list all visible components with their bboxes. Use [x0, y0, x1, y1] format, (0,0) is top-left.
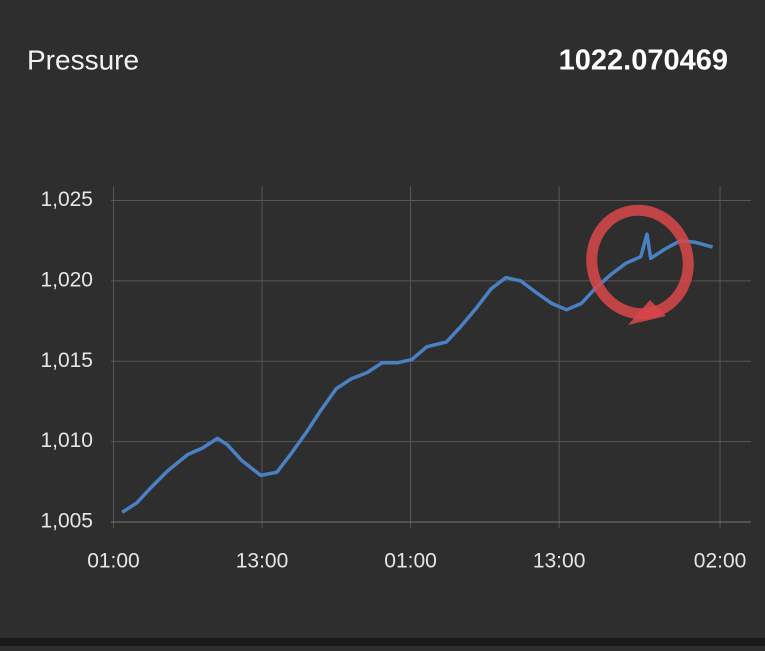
x-tick-label: 01:00: [87, 550, 140, 573]
bottom-bar: [0, 638, 765, 646]
y-tick-label: 1,005: [40, 510, 93, 533]
x-tick-label: 13:00: [533, 550, 586, 573]
y-tick-label: 1,015: [40, 349, 93, 372]
chart: 1,005 1,010 1,015 1,020 1,025 01:00 13:00 01:00…: [40, 186, 751, 573]
annotation-tail: [628, 300, 666, 325]
x-tick-label: 13:00: [236, 550, 289, 573]
x-tick-label: 01:00: [384, 550, 437, 573]
series-line: [121, 232, 714, 514]
y-tick-label: 1,010: [40, 429, 93, 452]
y-tick-label: 1,020: [40, 268, 93, 291]
sensor-value: 1022.070469: [559, 45, 728, 77]
y-tick-label: 1,025: [40, 188, 93, 211]
x-tick-label: 02:00: [694, 550, 747, 573]
sensor-title: Pressure: [27, 44, 139, 75]
